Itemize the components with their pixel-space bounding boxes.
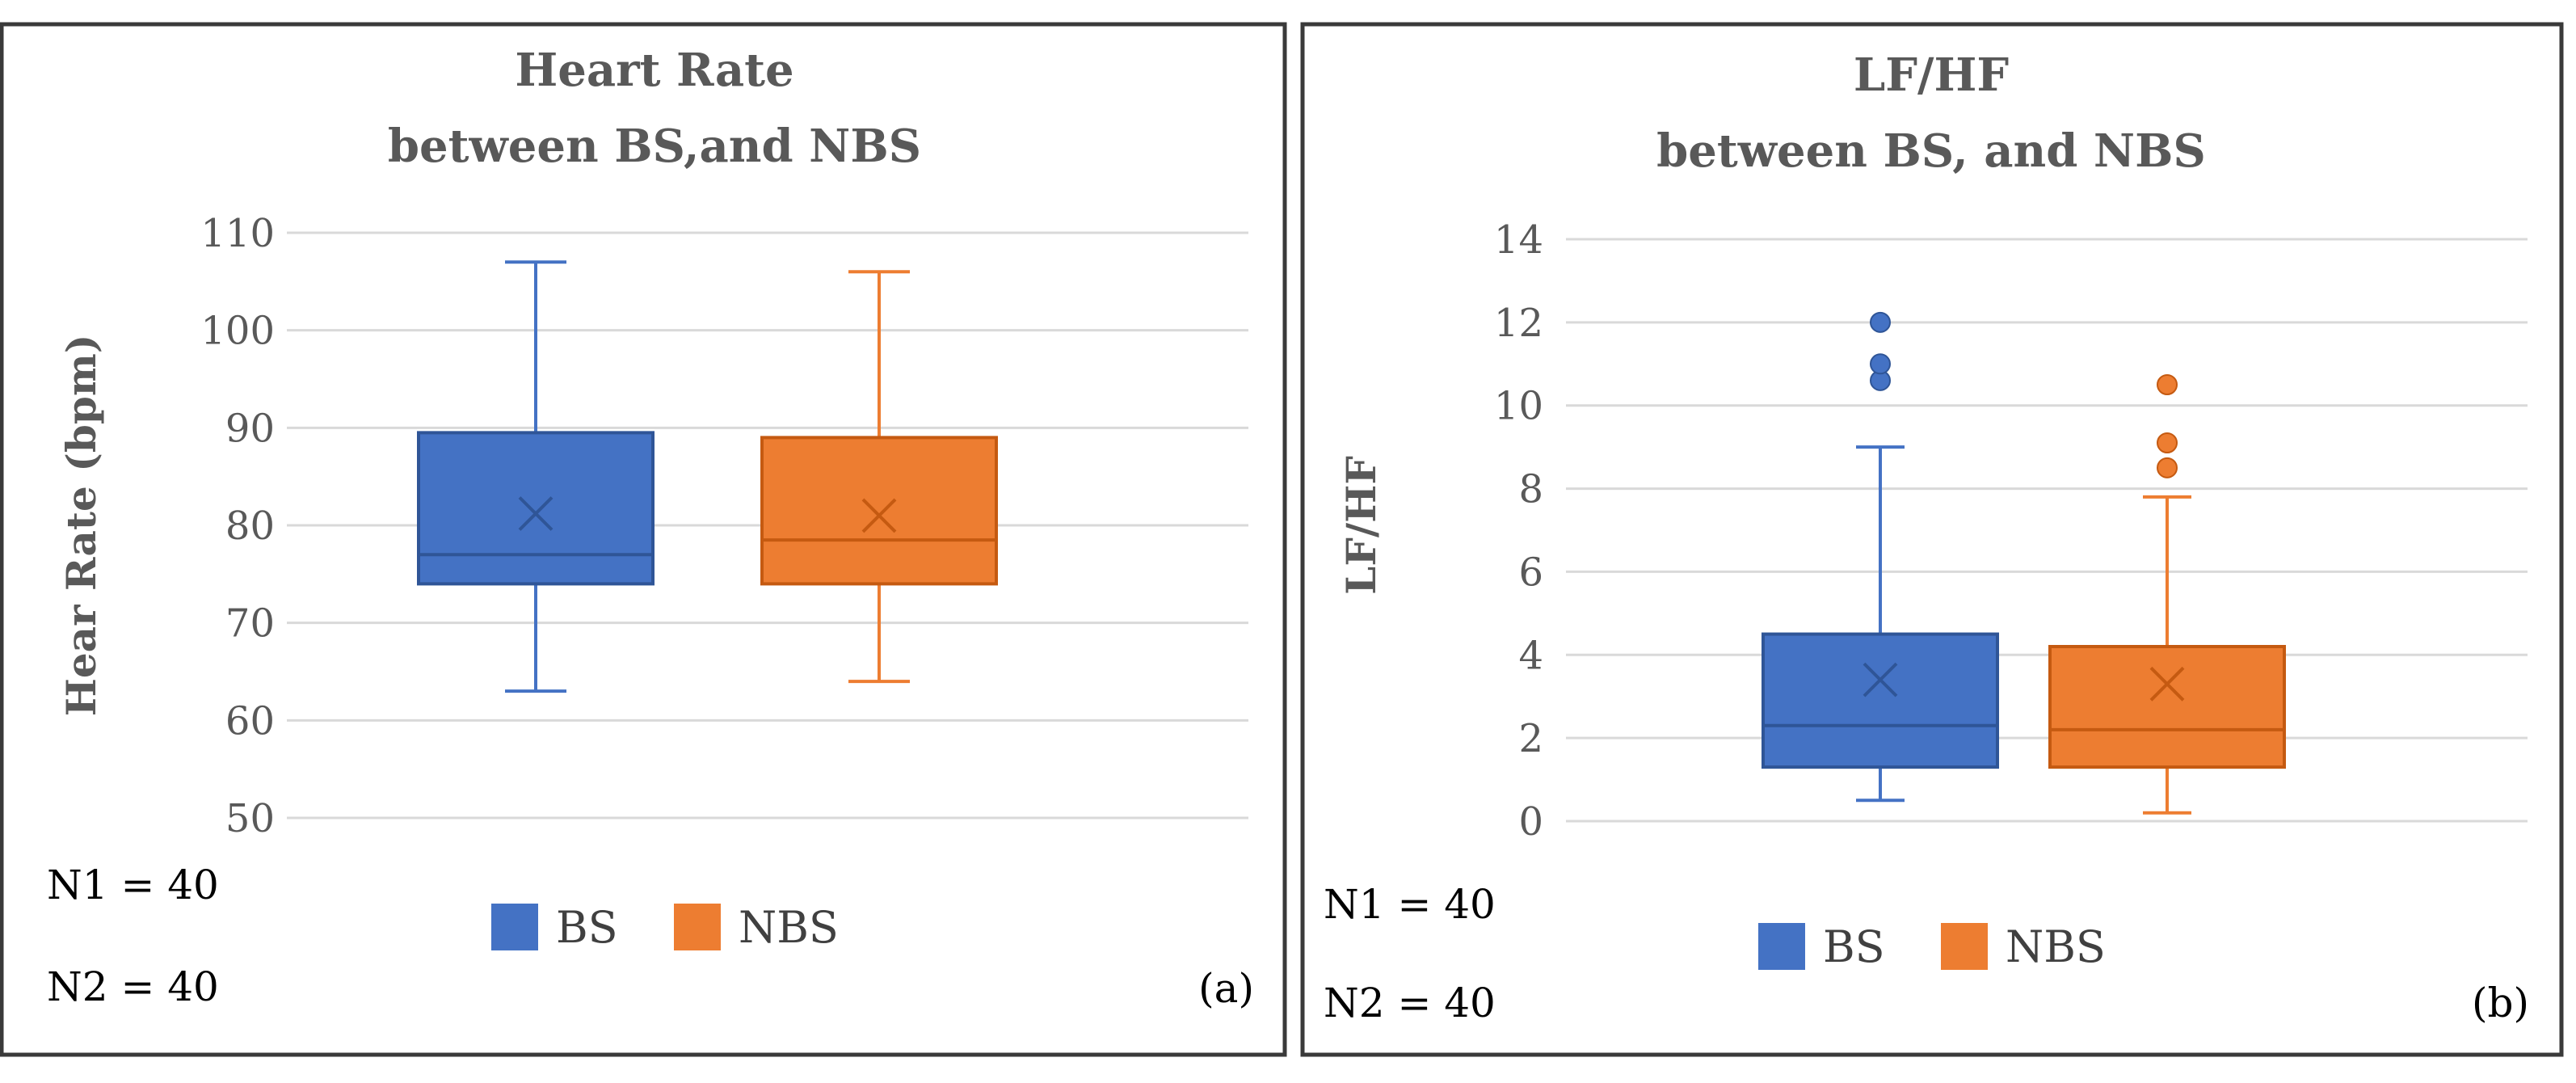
- panel-frame: [0, 22, 1287, 1057]
- y-tick-label: 70: [225, 601, 275, 647]
- y-tick-label: 100: [200, 309, 275, 354]
- legend-label-nbs: NBS: [2006, 921, 2106, 972]
- sample-size-note: N2 = 40: [47, 963, 219, 1010]
- legend-swatch-bs: [491, 904, 538, 950]
- iqr-box: [1762, 632, 1999, 769]
- y-tick-label: 90: [225, 406, 275, 451]
- y-tick-label: 4: [1518, 633, 1543, 678]
- legend-swatch-nbs: [1941, 923, 1988, 970]
- box-bs: [1762, 311, 1999, 803]
- sample-size-note: N2 = 40: [1324, 980, 1496, 1026]
- chart-title-line-1: LF/HF: [1854, 48, 2009, 102]
- box-bs: [417, 260, 655, 693]
- y-axis-label: LF/HF: [1337, 456, 1385, 595]
- sample-size-note: N1 = 40: [47, 862, 219, 908]
- outlier-point: [1870, 353, 1891, 375]
- legend: BS NBS: [491, 902, 839, 953]
- legend-label-bs: BS: [556, 902, 618, 953]
- mean-marker: [1863, 662, 1898, 697]
- panel-frame: [1300, 22, 2564, 1057]
- sample-size-note: N1 = 40: [1324, 881, 1496, 928]
- chart-title-line-1: Heart Rate: [515, 44, 793, 97]
- chart-title-line-2: between BS,and NBS: [388, 120, 921, 173]
- legend-label-nbs: NBS: [739, 902, 839, 953]
- mean-marker: [861, 498, 897, 533]
- iqr-box: [760, 436, 998, 586]
- panel-label: (b): [2472, 980, 2529, 1026]
- chart-panel-1: Heart Rate between BS,and NBS 50 60 70 80 90 10…: [0, 22, 1287, 1057]
- chart-panel-2: LF/HF between BS, and NBS 0 2 4 6 8 10 12 14 LF/HF…: [1300, 22, 2564, 1057]
- y-tick-label: 0: [1518, 799, 1543, 845]
- mean-marker: [518, 496, 554, 531]
- y-tick-label: 6: [1518, 550, 1543, 595]
- panel-label: (a): [1198, 965, 1254, 1012]
- outlier-point: [1870, 311, 1891, 333]
- outlier-point: [2157, 457, 2178, 478]
- y-tick-label: 50: [225, 796, 275, 841]
- mean-marker: [2149, 666, 2185, 702]
- legend-swatch-nbs: [674, 904, 721, 950]
- y-tick-label: 10: [1494, 384, 1543, 429]
- y-axis-label: Hear Rate (bpm): [57, 335, 105, 717]
- iqr-box: [2048, 645, 2286, 769]
- y-tick-label: 60: [225, 698, 275, 744]
- y-tick-label: 110: [200, 211, 275, 256]
- outlier-point: [2157, 432, 2178, 453]
- y-tick-label: 2: [1518, 716, 1543, 761]
- legend: BS NBS: [1758, 921, 2106, 972]
- y-tick-label: 80: [225, 504, 275, 549]
- y-tick-label: 8: [1518, 467, 1543, 512]
- box-nbs: [760, 270, 998, 684]
- legend-label-bs: BS: [1823, 921, 1885, 972]
- legend-swatch-bs: [1758, 923, 1805, 970]
- y-tick-label: 12: [1494, 301, 1543, 346]
- outlier-point: [2157, 374, 2178, 395]
- box-nbs: [2048, 374, 2286, 815]
- iqr-box: [417, 431, 655, 586]
- chart-title-line-2: between BS, and NBS: [1656, 124, 2206, 178]
- y-tick-label: 14: [1494, 217, 1543, 263]
